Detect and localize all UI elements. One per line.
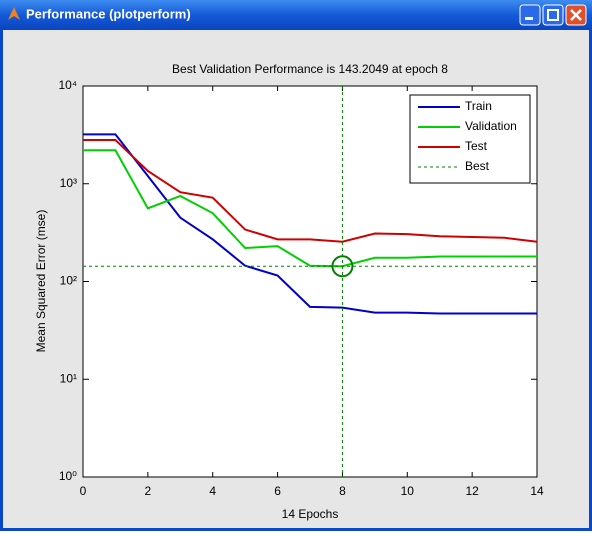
series-line [83, 133, 537, 315]
window-title: Performance (plotperform) [26, 6, 191, 21]
x-axis-label: 14 Epochs [282, 507, 339, 521]
legend-label: Best [465, 159, 490, 173]
x-tick-label: 2 [145, 484, 152, 498]
legend-label: Train [465, 99, 492, 113]
series-line [83, 149, 537, 268]
x-tick-label: 6 [274, 484, 281, 498]
legend-label: Validation [465, 119, 517, 133]
y-tick-label: 10² [60, 274, 77, 288]
close-icon [570, 9, 582, 21]
legend-label: Test [465, 139, 488, 153]
x-tick-label: 4 [209, 484, 216, 498]
x-tick-label: 14 [530, 484, 544, 498]
y-tick-label: 10¹ [60, 371, 77, 385]
maximize-button[interactable] [542, 4, 564, 26]
y-tick-label: 10³ [60, 176, 77, 190]
x-tick-label: 8 [339, 484, 346, 498]
series-line [83, 139, 538, 243]
chart-title: Best Validation Performance is 143.2049 … [172, 62, 448, 76]
x-tick-label: 0 [80, 484, 87, 498]
minimize-icon [525, 17, 533, 20]
best-marker [331, 255, 354, 278]
app-icon [8, 7, 20, 20]
y-axis-label: Mean Squared Error (mse) [34, 210, 48, 353]
y-tick-label: 10⁰ [59, 469, 77, 483]
minimize-button[interactable] [519, 4, 541, 26]
x-tick-label: 12 [465, 484, 479, 498]
maximize-icon [547, 9, 559, 21]
legend-box [409, 94, 531, 184]
x-tick-label: 10 [401, 484, 415, 498]
title-bar [0, 0, 592, 30]
y-tick-label: 10⁴ [58, 78, 77, 92]
